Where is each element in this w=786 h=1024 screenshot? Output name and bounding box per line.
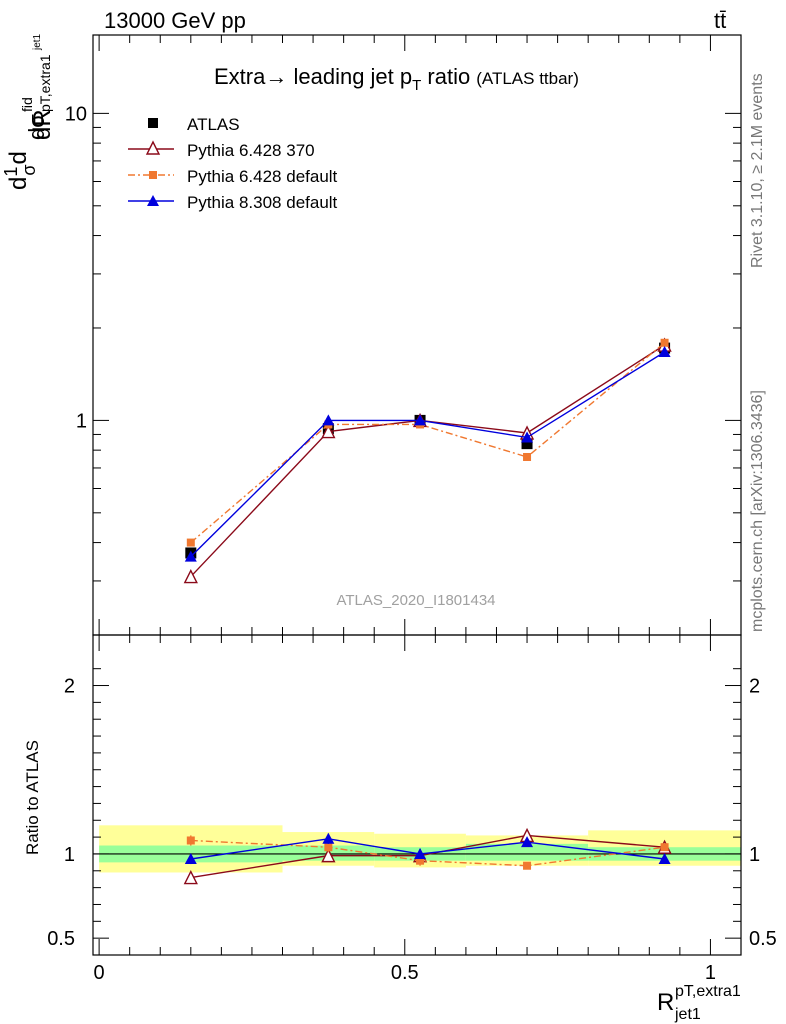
ratio-point-p6_370 [183, 869, 198, 885]
ratio-point-p8_default [322, 832, 335, 844]
main-point-p8_default [521, 431, 534, 443]
main-point-p8_default [414, 414, 427, 426]
legend-entry-atlas: ATLAS [148, 115, 240, 134]
main-point-atlas [521, 438, 533, 450]
mcplots-label: mcplots.cern.ch [arXiv:1306.3436] [749, 390, 766, 632]
ratio-point-p6_default [324, 843, 333, 852]
svg-text:jet1: jet1 [32, 33, 43, 51]
legend-marker-pythia6-default [149, 171, 157, 179]
plot-title: Extra→ leading jet pT ratio (ATLAS ttbar) [214, 64, 579, 94]
x-axis-label: R pT,extra1 jet1 [657, 983, 741, 1023]
x-tick-label: 1 [705, 962, 716, 984]
ratio-point-p8_default [521, 836, 534, 848]
header-process-label: tt̄ [714, 8, 726, 33]
ratio-y-tick-label-left: 1 [64, 844, 75, 866]
svg-text:dR: dR [29, 109, 56, 140]
main-y-tick-label: 10 [65, 103, 87, 125]
legend: ATLAS Pythia 6.428 370 Pythia 6.428 defa… [128, 115, 338, 212]
legend-entry-pythia6-370: Pythia 6.428 370 [128, 140, 315, 160]
analysis-watermark: ATLAS_2020_I1801434 [336, 592, 495, 609]
legend-entry-pythia8-default: Pythia 8.308 default [128, 193, 338, 212]
ratio-y-tick-label-left: 0.5 [47, 928, 75, 950]
main-line-p6_default [190, 342, 666, 544]
main-point-p6_370 [321, 423, 336, 439]
svg-text:jet1: jet1 [674, 1006, 701, 1023]
svg-text:dσ: dσ [24, 114, 49, 140]
svg-text:Pythia 8.308 default: Pythia 8.308 default [187, 193, 338, 212]
x-tick-label: 0 [94, 962, 105, 984]
ratio-band-inner [465, 843, 589, 861]
main-point-p8_default [322, 414, 335, 426]
ratio-point-p8_default [414, 847, 427, 859]
main-point-p8_default [658, 346, 671, 358]
header-energy-label: 13000 GeV pp [104, 8, 246, 33]
main-series-p6_default [186, 338, 669, 547]
main-line-p6_370 [190, 344, 665, 578]
ratio-point-p6_default [186, 836, 195, 845]
svg-text:Pythia 6.428 default: Pythia 6.428 default [187, 167, 338, 186]
main-point-p6_default [660, 338, 669, 347]
svg-text:pT,extra1: pT,extra1 [37, 54, 53, 112]
ratio-point-p6_default [523, 861, 532, 870]
main-y-tick-label: 1 [76, 410, 87, 432]
ratio-point-p6_370 [321, 848, 336, 863]
svg-text:ATLAS: ATLAS [187, 115, 240, 134]
ratio-point-p6_default [416, 856, 425, 865]
svg-text:d1σd: d1σd [1, 151, 39, 190]
main-series-p6_370 [183, 337, 672, 584]
ratio-plot-frame [92, 634, 742, 956]
svg-text:pT,extra1: pT,extra1 [675, 983, 741, 1000]
ratio-point-p8_default [658, 853, 671, 864]
svg-text:Pythia 6.428 370: Pythia 6.428 370 [187, 141, 315, 160]
svg-text:fid: fid [19, 97, 35, 112]
legend-entry-pythia6-default: Pythia 6.428 default [128, 167, 338, 186]
legend-marker-pythia8-default [147, 195, 159, 206]
ratio-point-p6_default [660, 843, 669, 852]
ratio-y-axis-label: Ratio to ATLAS [23, 740, 42, 855]
main-point-p6_370 [183, 568, 198, 584]
ratio-y-tick-label-left: 2 [64, 676, 75, 698]
ratio-y-tick-label-right: 1 [749, 844, 760, 866]
x-tick-label: 0.5 [391, 962, 419, 984]
rivet-version-label: Rivet 3.1.10, ≥ 2.1M events [749, 73, 766, 268]
ratio-point-p8_default [184, 853, 197, 864]
main-point-p6_default [523, 452, 532, 461]
main-y-axis-label: d1σd dσ fid pT,extra1 jet1 dR [1, 33, 56, 190]
legend-marker-atlas [148, 118, 158, 128]
main-series-atlas [185, 342, 671, 559]
main-line-p8_default [190, 351, 665, 558]
legend-marker-pythia6-370 [145, 140, 161, 155]
ratio-series-p8_default [184, 832, 671, 865]
svg-text:R: R [657, 989, 674, 1016]
ratio-y-tick-label-right: 2 [749, 676, 760, 698]
main-point-p6_default [186, 538, 195, 547]
ratio-y-tick-label-right: 0.5 [749, 928, 777, 950]
main-series-p8_default [184, 346, 671, 562]
main-point-p8_default [184, 550, 197, 562]
